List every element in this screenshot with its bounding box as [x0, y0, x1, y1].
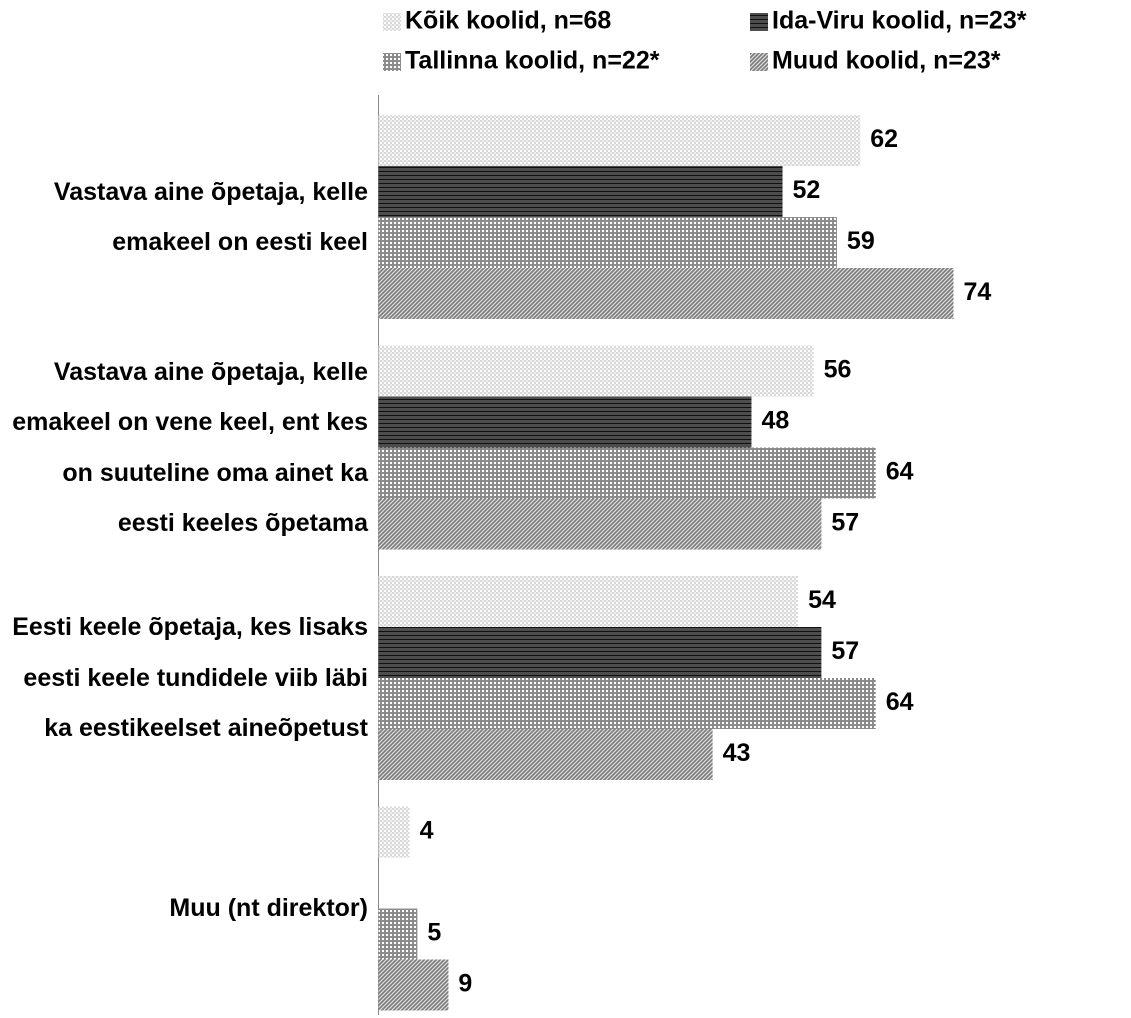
value-label: 43	[723, 739, 751, 767]
legend-swatch	[383, 13, 401, 31]
value-label: 48	[761, 407, 789, 435]
bar	[378, 447, 876, 499]
value-label: 64	[886, 688, 914, 716]
legend-label: Kõik koolid, n=68	[405, 7, 611, 35]
bar	[378, 627, 822, 678]
bar	[378, 396, 752, 448]
legend-swatch	[750, 13, 768, 31]
value-label: 52	[793, 176, 821, 204]
value-label: 56	[824, 356, 852, 384]
bar	[378, 268, 954, 319]
bar	[378, 166, 783, 217]
bar	[378, 806, 410, 858]
legend-swatch	[750, 53, 768, 71]
bar	[378, 908, 418, 960]
legend-label: Tallinna koolid, n=22*	[405, 47, 660, 75]
value-label: 59	[847, 227, 875, 255]
value-label: 54	[808, 586, 836, 614]
category-label: Vastava aine õpetaja, kelle emakeel on e…	[53, 177, 368, 257]
bar	[378, 345, 814, 397]
bar	[378, 959, 449, 1011]
bar	[378, 498, 822, 550]
bar	[378, 217, 837, 268]
category-label: Vastava aine õpetaja, kelle emakeel on v…	[12, 357, 368, 538]
bar	[378, 729, 713, 780]
bar	[378, 576, 799, 627]
value-label: 74	[963, 278, 991, 306]
value-label: 4	[420, 817, 434, 845]
value-label: 5	[427, 919, 441, 947]
value-label: 9	[458, 970, 472, 998]
category-label: Muu (nt direktor)	[169, 894, 368, 923]
category-label: Eesti keele õpetaja, kes lisaks eesti ke…	[12, 613, 368, 743]
value-label: 62	[870, 125, 898, 153]
legend-swatch	[383, 53, 401, 71]
legend-label: Muud koolid, n=23*	[772, 47, 1001, 75]
value-label: 64	[886, 458, 914, 486]
bar	[378, 678, 876, 729]
legend-label: Ida-Viru koolid, n=23*	[772, 7, 1027, 35]
bar	[378, 115, 861, 166]
value-label: 57	[831, 509, 859, 537]
value-label: 57	[831, 637, 859, 665]
